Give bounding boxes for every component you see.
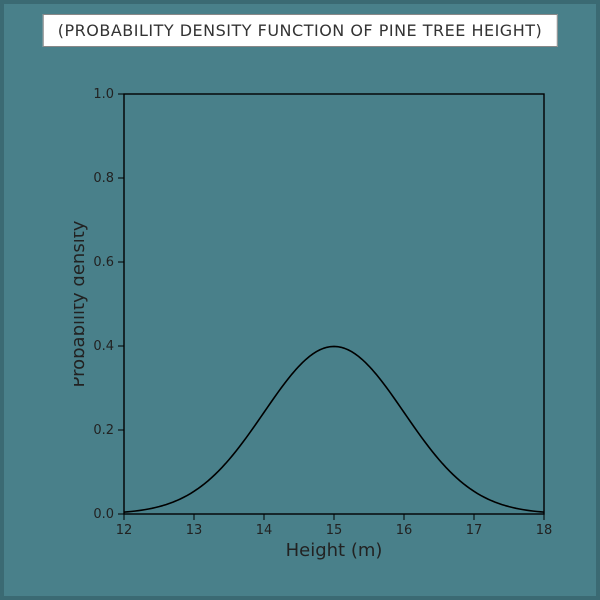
y-axis-label: Probability density [74, 220, 89, 387]
y-tick-label: 0.2 [93, 423, 114, 438]
plot-border [124, 94, 544, 514]
x-tick-label: 17 [466, 523, 483, 538]
x-tick-label: 14 [256, 523, 273, 538]
y-tick-label: 0.8 [93, 171, 114, 186]
chart-title: (PROBABILITY DENSITY FUNCTION OF PINE TR… [58, 21, 543, 40]
y-tick-label: 1.0 [93, 87, 114, 102]
x-axis-label: Height (m) [286, 540, 383, 561]
x-tick-label: 16 [396, 523, 413, 538]
chart-card: (PROBABILITY DENSITY FUNCTION OF PINE TR… [0, 0, 600, 600]
y-tick-label: 0.6 [93, 255, 114, 270]
pdf-curve [124, 346, 544, 512]
x-tick-label: 13 [186, 523, 203, 538]
chart-title-box: (PROBABILITY DENSITY FUNCTION OF PINE TR… [43, 14, 558, 47]
chart-area: 12 13 14 15 16 17 18 0.0 0.2 0.4 0.6 0.8 1.0 Height (… [74, 84, 574, 588]
y-tick-label: 0.4 [93, 339, 114, 354]
x-tick-label: 15 [326, 523, 343, 538]
chart-svg: 12 13 14 15 16 17 18 0.0 0.2 0.4 0.6 0.8 1.0 Height (… [74, 84, 574, 584]
x-tick-label: 12 [116, 523, 133, 538]
y-tick-label: 0.0 [93, 507, 114, 522]
x-tick-label: 18 [536, 523, 553, 538]
